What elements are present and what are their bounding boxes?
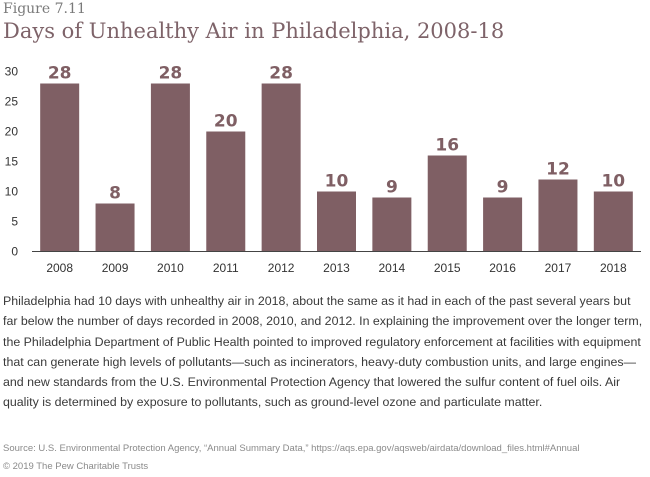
- bar-data-label: 12: [546, 160, 570, 180]
- x-tick-label: 2015: [434, 261, 461, 275]
- bar: [483, 197, 523, 252]
- bar: [317, 191, 356, 252]
- y-tick-label: 20: [5, 125, 19, 139]
- y-tick-label: 5: [11, 215, 18, 229]
- bar: [206, 131, 246, 252]
- y-axis: 0 5 10 15 20 25 30: [5, 65, 19, 259]
- x-tick-label: 2014: [379, 261, 406, 275]
- bar-data-label: 28: [48, 64, 72, 84]
- bar-data-label: 8: [109, 184, 121, 204]
- bar: [427, 155, 467, 252]
- x-tick-label: 2017: [545, 261, 572, 275]
- x-tick-label: 2010: [157, 261, 184, 275]
- bar-data-label: 10: [601, 172, 625, 192]
- bar-data-label: 28: [159, 64, 183, 84]
- bar: [150, 83, 190, 252]
- chart-title: Days of Unhealthy Air in Philadelphia, 2…: [3, 19, 505, 43]
- x-tick-label: 2012: [268, 261, 295, 275]
- bar: [538, 179, 578, 252]
- bar-data-label: 16: [435, 136, 459, 156]
- x-axis: 2008 2009 2010 2011 2012 2013 2014 2015 2016 2017…: [32, 251, 641, 275]
- bar: [593, 191, 633, 252]
- chart-description: Philadelphia had 10 days with unhealthy …: [3, 294, 643, 410]
- y-tick-label: 10: [5, 185, 19, 199]
- bar: [95, 203, 135, 252]
- source-note: Source: U.S. Environmental Protection Ag…: [3, 443, 580, 454]
- bar-data-label: 28: [269, 64, 293, 84]
- figure-label: Figure 7.11: [3, 1, 86, 17]
- bar: [261, 83, 301, 252]
- x-tick-label: 2013: [323, 261, 350, 275]
- y-tick-label: 15: [5, 155, 19, 169]
- bars-group: 28 8 28 20 28 10 9 16 9 12 10: [40, 64, 633, 252]
- y-tick-label: 25: [5, 95, 19, 109]
- y-tick-label: 0: [11, 245, 18, 259]
- bar-data-label: 9: [497, 178, 509, 198]
- bar-data-label: 9: [386, 178, 398, 198]
- bar: [40, 83, 80, 252]
- x-tick-label: 2016: [489, 261, 516, 275]
- bar: [372, 197, 412, 252]
- x-tick-label: 2009: [102, 261, 129, 275]
- y-tick-label: 30: [5, 65, 19, 79]
- x-tick-label: 2008: [46, 261, 73, 275]
- bar-data-label: 10: [325, 172, 349, 192]
- bar-data-label: 20: [214, 112, 238, 132]
- x-tick-label: 2018: [600, 261, 627, 275]
- x-tick-label: 2011: [213, 261, 239, 275]
- copyright-note: © 2019 The Pew Charitable Trusts: [3, 461, 149, 472]
